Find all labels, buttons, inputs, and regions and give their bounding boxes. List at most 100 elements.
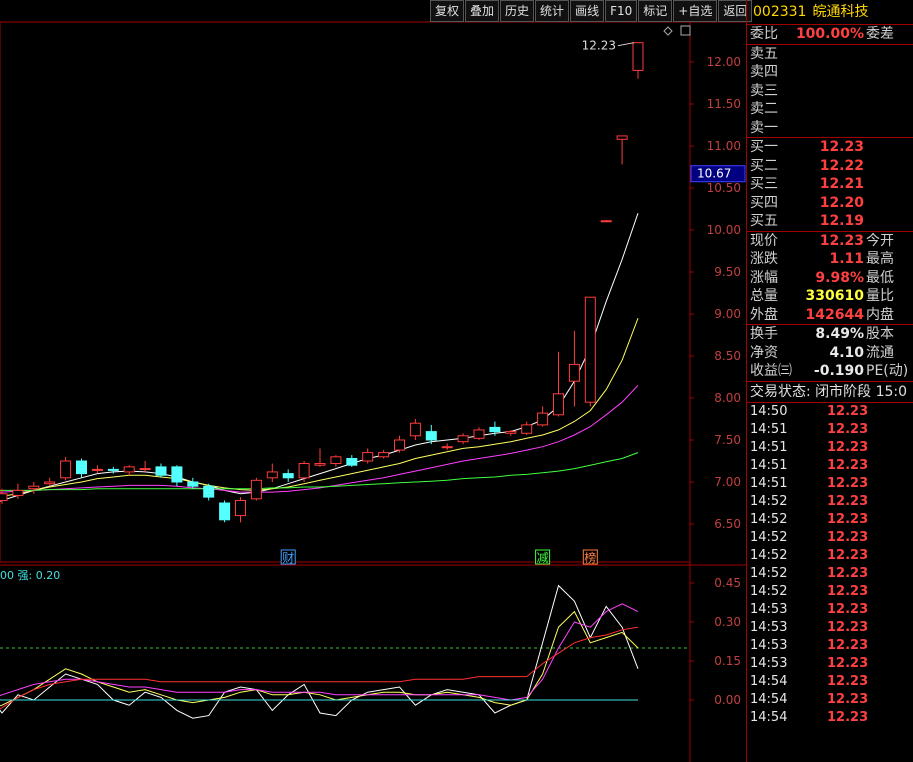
osc-tick-label: 0.30 [714,615,741,629]
candle-body [505,431,517,434]
buy-row-label: 买二 [750,157,778,174]
osc-tick-label: 0.00 [714,693,741,707]
event-marker-box [535,549,551,565]
candle-body [362,452,374,462]
tick-time: 14:52 [750,493,788,509]
buy-orders: 买一 12.23 买二 12.22 买三 12.21 买四 12.20 买五 12.19 [747,138,913,232]
toolbar-f10-button[interactable]: F10 [605,0,638,22]
candle-body [568,363,580,382]
toolbar-history-button[interactable]: 历史 [500,0,535,22]
candle-body [123,466,135,473]
stat-row-value: 142644 [805,306,864,323]
tick-time: 14:53 [750,637,788,653]
tick-price: 12.23 [827,565,869,581]
moving-average-line [0,452,639,491]
toolbar-add-watchlist-button[interactable]: +自选 [673,0,718,22]
tick-price: 12.23 [827,673,869,689]
price-tick-label: 12.00 [707,55,741,69]
osc-tick-label: 0.15 [714,654,741,668]
sell-row: 卖三 [747,82,913,101]
tick-row: 14:52 12.23 [747,583,913,601]
stat-row-label: 涨幅 [750,269,778,286]
candle-body [425,431,437,441]
price-tick-label: 11.50 [707,97,741,111]
candle-body [632,42,644,71]
oscillator-line [0,610,639,707]
weibi-row: 委比 100.00% 委差 [747,25,913,45]
tick-time: 14:54 [750,691,788,707]
high-arrow-line [617,42,635,47]
price-tick-label: 7.50 [714,433,741,447]
buy-row-value: 12.22 [819,157,864,174]
event-marker: 财 [282,551,294,565]
tick-price: 12.23 [827,493,869,509]
tick-price: 12.23 [827,403,869,419]
sell-row: 卖一 [747,119,913,138]
sell-row: 卖二 [747,100,913,119]
tick-time: 14:50 [750,403,788,419]
toolbar-stats-button[interactable]: 统计 [535,0,570,22]
stat-row-value: 12.23 [819,232,864,249]
stat-row-value: 330610 [805,288,864,304]
tick-time: 14:51 [750,457,788,473]
sell-row-label: 卖二 [750,101,778,117]
toolbar-back-button[interactable]: 返回 [718,0,753,22]
fin-row-value: -0.190 [813,363,864,379]
tick-row: 14:50 12.23 [747,403,913,421]
toolbar-restore-right-button[interactable]: 复权 [430,0,465,22]
price-tick-label: 11.00 [707,139,741,153]
tick-price: 12.23 [827,583,869,599]
tick-time: 14:51 [750,475,788,491]
tick-price: 12.23 [827,637,869,653]
main-panel-frame [0,21,691,563]
buy-row: 买五 12.19 [747,212,913,231]
toolbar-mark-button[interactable]: 标记 [638,0,673,22]
stat-row: 外盘 142644 内盘 [747,306,913,325]
candle-body [489,426,501,433]
kline-chart[interactable]: 12.00 11.50 11.00 10.50 10.00 9.50 9.00 8.50 8.0… [0,0,746,762]
current-price-box [690,165,746,183]
tick-row: 14:51 12.23 [747,457,913,475]
buy-row: 买三 12.21 [747,175,913,194]
candle-body [409,422,421,437]
candle-body [600,220,612,223]
weibi-label: 委比 [750,26,778,42]
high-price-label: 12.23 [582,39,616,53]
oscillator-line [0,603,639,701]
stat-row-label: 现价 [750,232,778,249]
tick-price: 12.23 [827,439,869,455]
candle-body [266,471,278,479]
tick-row: 14:53 12.23 [747,619,913,637]
stat-row: 现价 12.23 今开 [747,232,913,251]
oscillator-line [0,626,639,710]
candle-body [298,463,310,479]
price-tick-label: 9.00 [714,307,741,321]
sell-row-label: 卖五 [750,45,778,62]
candle-body [330,456,342,465]
moving-average-line [0,213,639,502]
tick-list[interactable]: 14:50 12.23 14:51 12.23 14:51 12.23 14:51 12.23… [747,403,913,727]
oscillator-label: 00 强: 0.20 [0,569,61,582]
financial-stats: 换手 8.49% 股本 净资 4.10 流通 收益㈢ -0.190 PE(动) [747,325,913,382]
candle-body [616,135,628,140]
weicha-label: 委差 [866,26,894,42]
toolbar-draw-button[interactable]: 画线 [570,0,605,22]
candle-body [60,460,72,479]
buy-row-value: 12.23 [819,139,864,155]
tick-time: 14:53 [750,655,788,671]
toolbar-overlay-button[interactable]: 叠加 [465,0,500,22]
tick-row: 14:51 12.23 [747,439,913,457]
tick-price: 12.23 [827,691,869,707]
candle-body [203,485,215,498]
candle-body [187,481,199,487]
tick-row: 14:52 12.23 [747,565,913,583]
fin-row: 换手 8.49% 股本 [747,325,913,344]
fin-row-label: 换手 [750,326,778,342]
candle-body [139,468,151,471]
buy-row-value: 12.20 [819,194,864,211]
candle-body [584,296,596,403]
candle-body [473,429,485,439]
candle-body [28,485,40,490]
price-tick-label: 8.00 [714,391,741,405]
tick-price: 12.23 [827,601,869,617]
